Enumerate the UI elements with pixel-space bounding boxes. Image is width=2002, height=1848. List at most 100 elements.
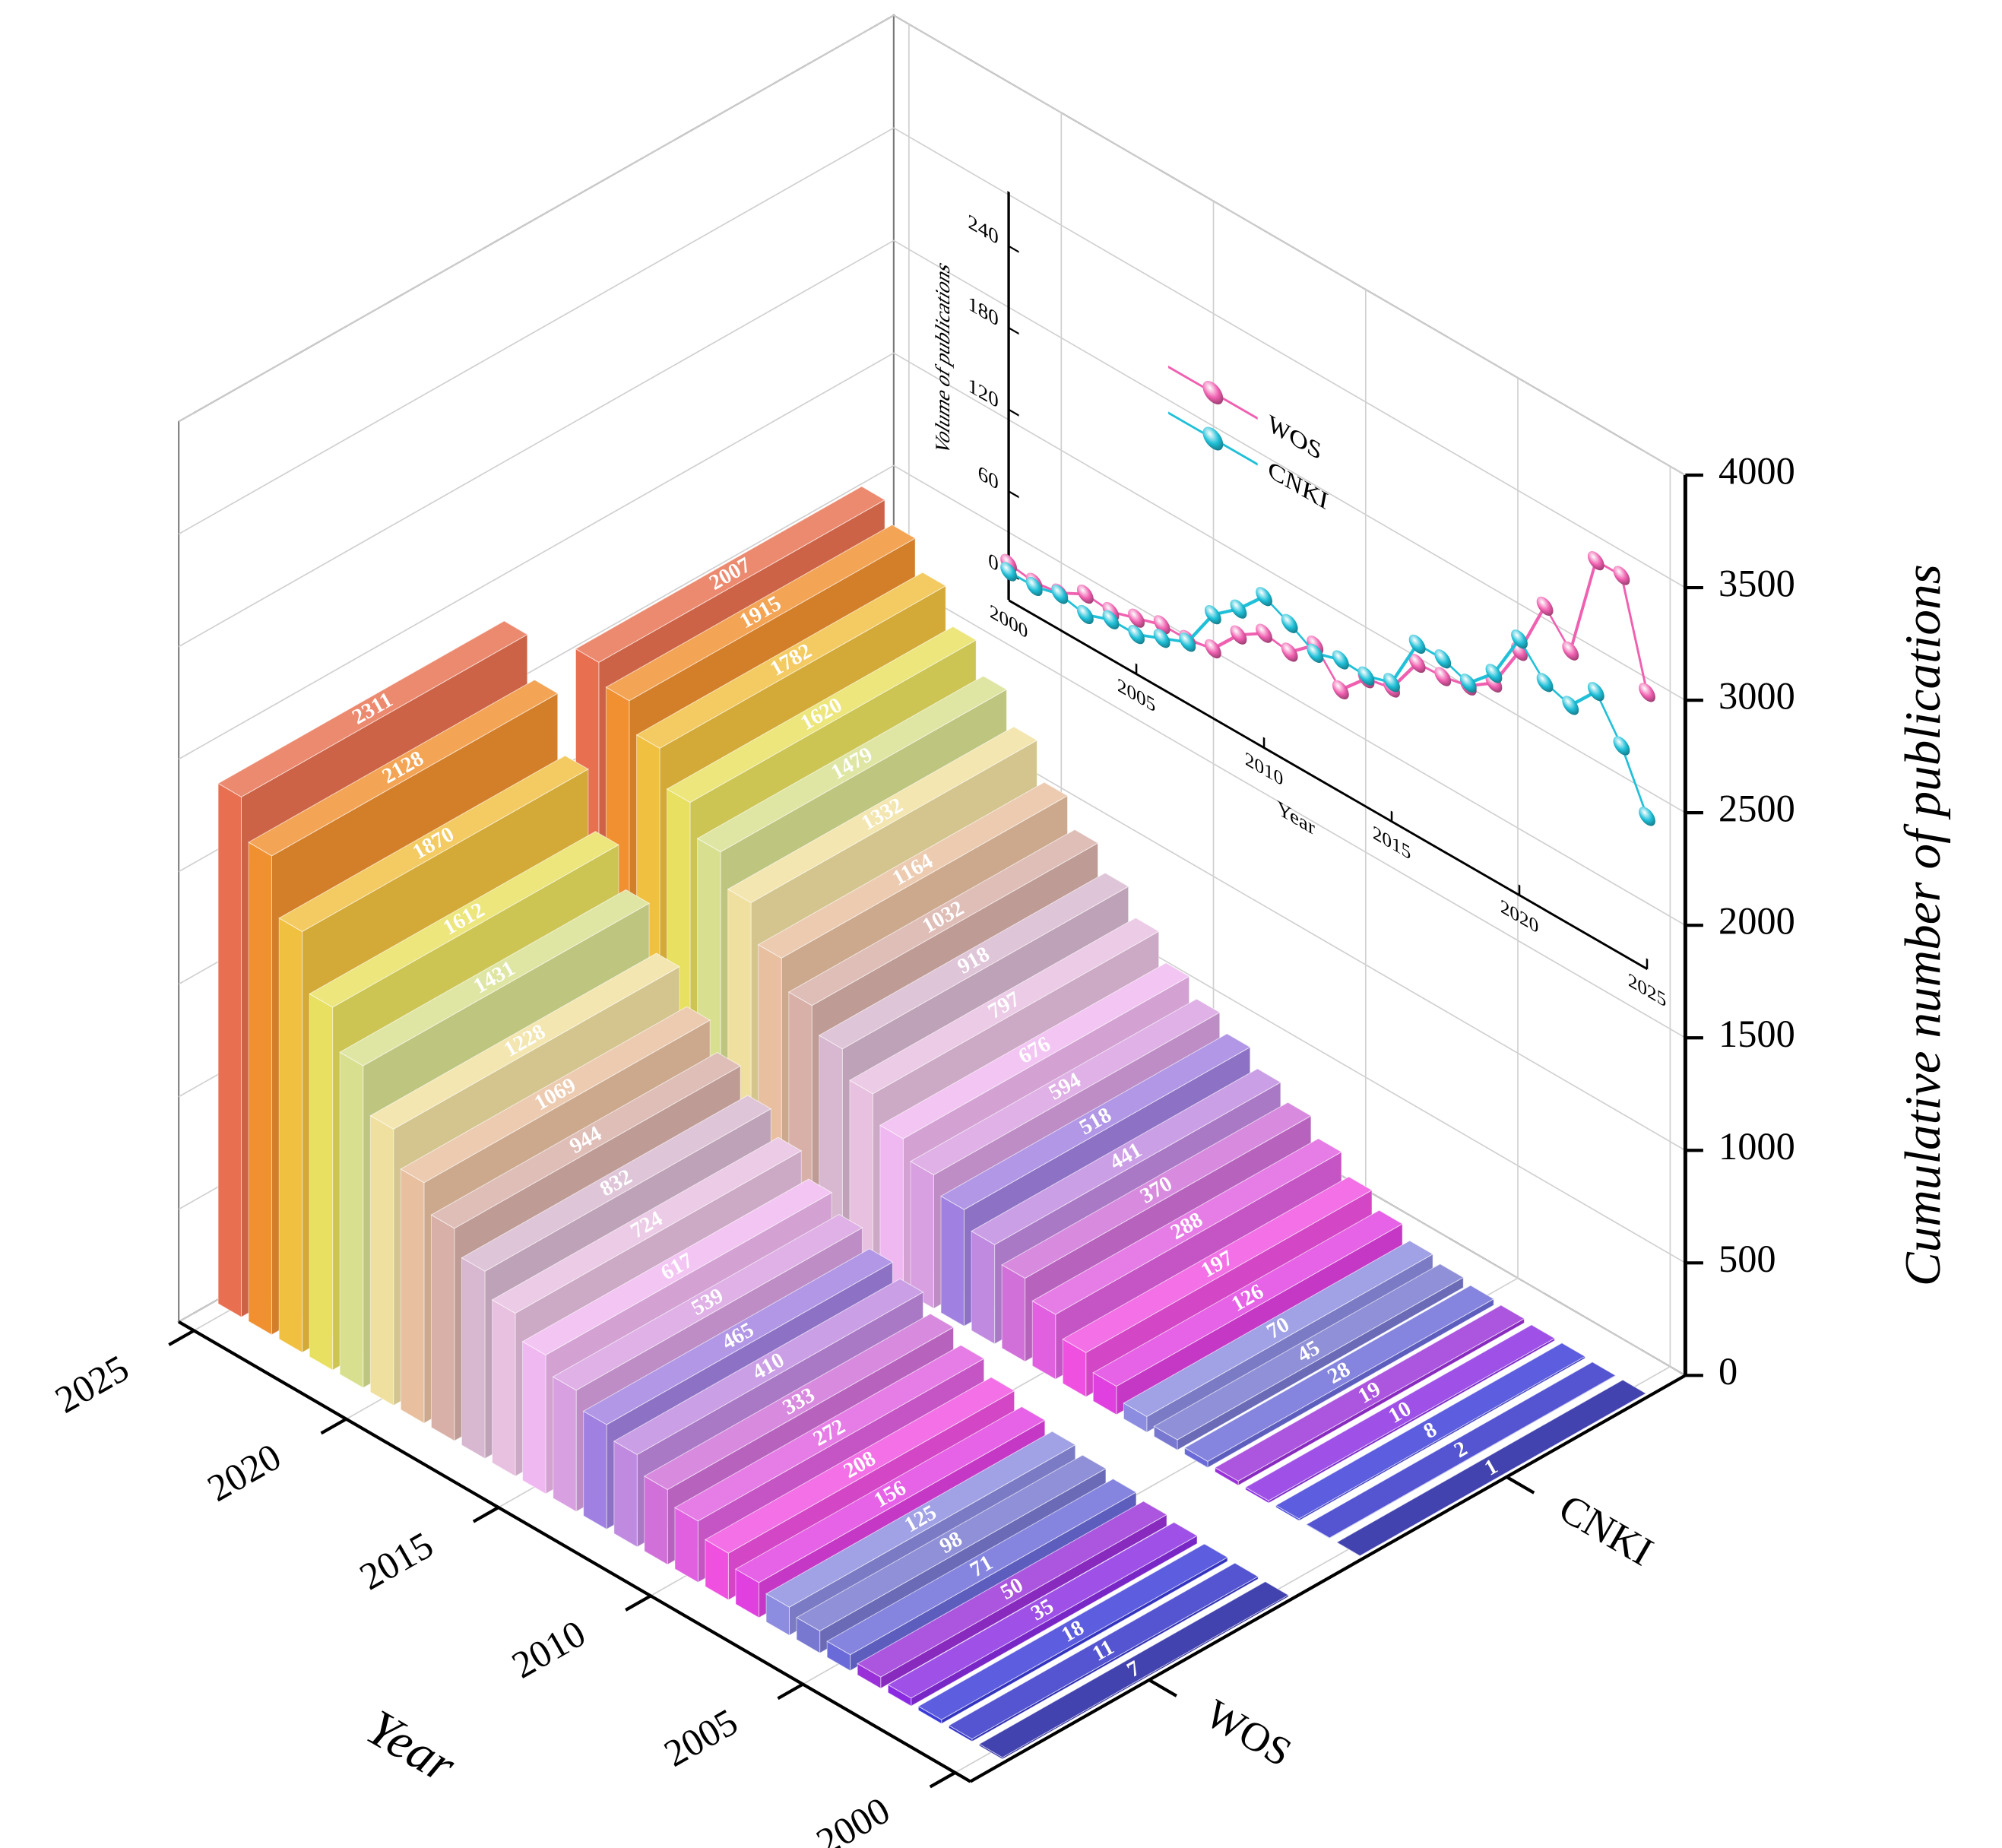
x-tick-label: 2005 <box>657 1700 744 1774</box>
bar-side <box>553 1376 577 1513</box>
bar-top <box>1305 1361 1617 1539</box>
bars: 2007191517821620147913321164103291879767… <box>217 486 1647 1760</box>
x-tick-label: 2020 <box>200 1435 287 1510</box>
bar-top <box>971 1068 1281 1245</box>
series-marker <box>1256 587 1272 607</box>
grid-line <box>178 239 1686 701</box>
bar-side <box>339 1051 364 1389</box>
bar-top <box>521 1178 833 1356</box>
x-axis-title: Year <box>357 1698 466 1794</box>
bar-top <box>765 1431 1076 1608</box>
series-label: CNKI <box>1551 1485 1661 1574</box>
bar-top <box>278 755 589 932</box>
z-tick-label: 0 <box>1718 1350 1737 1393</box>
bar-top <box>734 1406 1046 1583</box>
bar-top <box>673 1344 985 1522</box>
x-tick-label: 2010 <box>505 1612 592 1686</box>
series-marker <box>1281 613 1298 633</box>
inset-y-tick <box>1009 408 1019 417</box>
bar-top <box>1031 1138 1343 1315</box>
x-axis <box>178 1320 971 1783</box>
bar-top <box>1123 1240 1434 1417</box>
inset-x-axis <box>1009 598 1648 971</box>
bar-side <box>940 1195 965 1327</box>
bar-top <box>666 626 977 804</box>
bar-side <box>309 993 334 1371</box>
bar-top <box>1275 1342 1586 1520</box>
series-marker <box>1511 629 1528 649</box>
bar-side <box>522 1340 546 1495</box>
bar-side <box>613 1440 638 1548</box>
bar-top <box>605 524 917 702</box>
series-marker <box>1256 623 1272 643</box>
bar-top <box>369 953 681 1130</box>
bar-top <box>635 572 947 749</box>
inset-y-title: Volume of publications <box>932 256 955 459</box>
series-tick <box>1506 1476 1535 1495</box>
bar-side <box>971 1230 996 1345</box>
inset-y-tick <box>1009 327 1019 335</box>
bar: 50 <box>857 1501 1168 1689</box>
bar-side <box>461 1257 486 1460</box>
bar-side <box>1001 1263 1026 1362</box>
series-tick <box>1148 1678 1177 1697</box>
bar-top <box>826 1478 1137 1656</box>
series-marker <box>1587 682 1604 702</box>
bar: 7 <box>978 1581 1290 1760</box>
bar: 70 <box>1123 1240 1434 1433</box>
bar-top <box>940 1033 1251 1210</box>
inset-y-tick-label: 0 <box>988 548 998 576</box>
bar-top <box>857 1501 1168 1678</box>
bar-top <box>461 1095 772 1272</box>
bar-top <box>582 1248 894 1425</box>
bar-top <box>978 1581 1290 1758</box>
bar-top <box>1244 1324 1556 1501</box>
bar-top <box>430 1051 742 1229</box>
bar-top <box>917 1543 1229 1720</box>
grid-line <box>178 127 1686 588</box>
bar-top <box>818 872 1129 1050</box>
series-label: WOS <box>1198 1691 1299 1776</box>
bar-top <box>879 962 1190 1140</box>
series-marker <box>1230 599 1247 619</box>
x-tick <box>929 1771 956 1789</box>
z-axis-title: Cumulative number of publications <box>1894 564 1951 1286</box>
bar-top <box>948 1562 1259 1740</box>
series-marker <box>1076 584 1094 604</box>
series-marker <box>1128 608 1145 628</box>
bar-top <box>575 486 886 663</box>
bar-top <box>400 1006 711 1184</box>
bar-top <box>910 998 1221 1176</box>
bar-top <box>248 679 559 857</box>
bar-top <box>704 1377 1015 1554</box>
bar-side <box>369 1114 394 1406</box>
series-marker <box>1485 664 1503 683</box>
bar-top <box>796 1454 1107 1632</box>
bar-side <box>492 1299 516 1477</box>
z-tick-label: 3500 <box>1718 563 1795 605</box>
x-tick-label: 2025 <box>48 1346 135 1421</box>
bar: 2 <box>1305 1361 1617 1539</box>
bar-top <box>887 1521 1199 1699</box>
z-tick-label: 3000 <box>1718 675 1795 718</box>
series-marker <box>1204 639 1221 659</box>
bar-side <box>278 917 303 1353</box>
series-marker <box>1128 625 1145 645</box>
bar-side <box>217 782 242 1318</box>
bar-top <box>552 1213 863 1391</box>
bar-top <box>1153 1263 1465 1441</box>
bar-side <box>430 1214 455 1442</box>
x-tick <box>472 1506 499 1523</box>
bar: 1 <box>1335 1379 1647 1557</box>
bar: 28 <box>1183 1285 1495 1469</box>
bar-top <box>787 829 1099 1006</box>
x-tick-label: 2015 <box>353 1523 440 1598</box>
bar-top <box>217 620 528 797</box>
inset-y-tick <box>1009 245 1019 253</box>
bar-top <box>1092 1209 1404 1387</box>
bar-top <box>1335 1379 1647 1557</box>
bar-top <box>643 1313 955 1491</box>
bar-side <box>583 1410 607 1530</box>
